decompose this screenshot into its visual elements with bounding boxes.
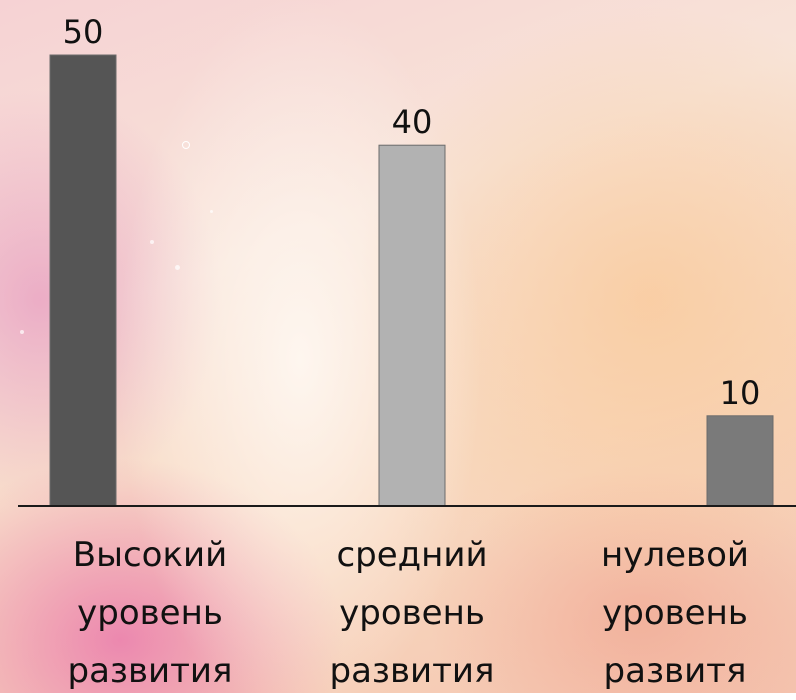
bar: [49, 54, 117, 507]
sparkle-dot: [175, 265, 180, 270]
bars-group: [49, 54, 774, 507]
bar: [706, 415, 774, 507]
category-label: Высокий уровень развития: [40, 526, 260, 700]
sparkle-dot: [20, 330, 24, 334]
category-label: нулевой уровень развитя: [565, 526, 785, 700]
category-label-line: уровень: [339, 593, 485, 633]
value-labels-group: 50 40 10: [63, 13, 761, 412]
data-label: 10: [720, 374, 761, 412]
category-label-line: Высокий: [72, 535, 228, 575]
sparkle-dot: [150, 240, 154, 244]
category-label-line: нулевой: [601, 535, 749, 575]
category-label-line: средний: [336, 535, 488, 575]
data-label: 40: [392, 103, 433, 141]
category-label: средний уровень развития: [302, 526, 522, 700]
category-label-line: развития: [67, 651, 233, 691]
category-label-line: развитя: [603, 651, 747, 691]
category-label-line: уровень: [602, 593, 748, 633]
data-label: 50: [63, 13, 104, 51]
category-label-line: развития: [329, 651, 495, 691]
sparkle-dot: [210, 210, 213, 213]
bar: [378, 144, 446, 507]
category-label-line: уровень: [77, 593, 223, 633]
sparkle-dot: [182, 141, 190, 149]
